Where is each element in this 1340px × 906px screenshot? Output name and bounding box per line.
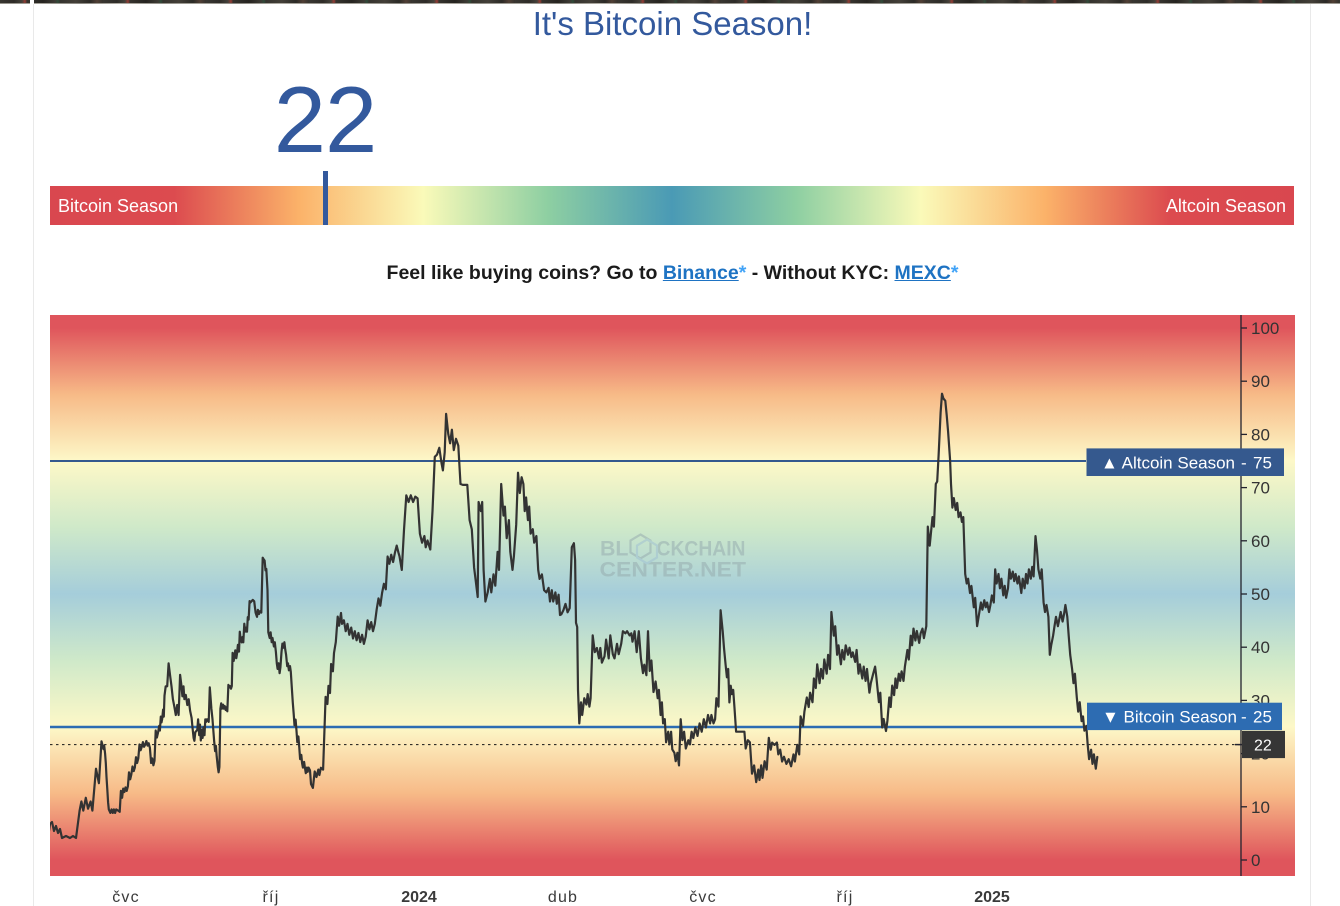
svg-text:50: 50 — [1251, 585, 1270, 604]
svg-text:80: 80 — [1251, 425, 1270, 444]
svg-text:2025: 2025 — [974, 889, 1010, 906]
svg-text:-: - — [1241, 454, 1247, 473]
svg-text:22: 22 — [1254, 738, 1272, 755]
svg-text:-: - — [1241, 708, 1247, 727]
svg-text:0: 0 — [1251, 851, 1260, 870]
svg-text:říj: říj — [837, 889, 854, 906]
svg-text:25: 25 — [1253, 708, 1272, 727]
svg-text:100: 100 — [1251, 319, 1279, 338]
svg-text:70: 70 — [1251, 479, 1270, 498]
svg-text:40: 40 — [1251, 638, 1270, 657]
svg-text:čvc: čvc — [689, 889, 717, 906]
svg-text:říj: říj — [263, 889, 280, 906]
svg-text:CKCHAIN: CKCHAIN — [657, 538, 746, 561]
svg-text:BL: BL — [600, 538, 629, 561]
svg-text:10: 10 — [1251, 798, 1270, 817]
svg-text:75: 75 — [1253, 454, 1272, 473]
svg-text:2024: 2024 — [401, 889, 437, 906]
svg-text:CENTER.NET: CENTER.NET — [600, 558, 747, 581]
svg-text:▼ Bitcoin Season: ▼ Bitcoin Season — [1102, 708, 1237, 727]
svg-text:čvc: čvc — [112, 889, 140, 906]
svg-text:▲ Altcoin Season: ▲ Altcoin Season — [1101, 454, 1235, 473]
svg-text:90: 90 — [1251, 372, 1270, 391]
svg-text:60: 60 — [1251, 532, 1270, 551]
svg-text:dub: dub — [548, 889, 578, 906]
